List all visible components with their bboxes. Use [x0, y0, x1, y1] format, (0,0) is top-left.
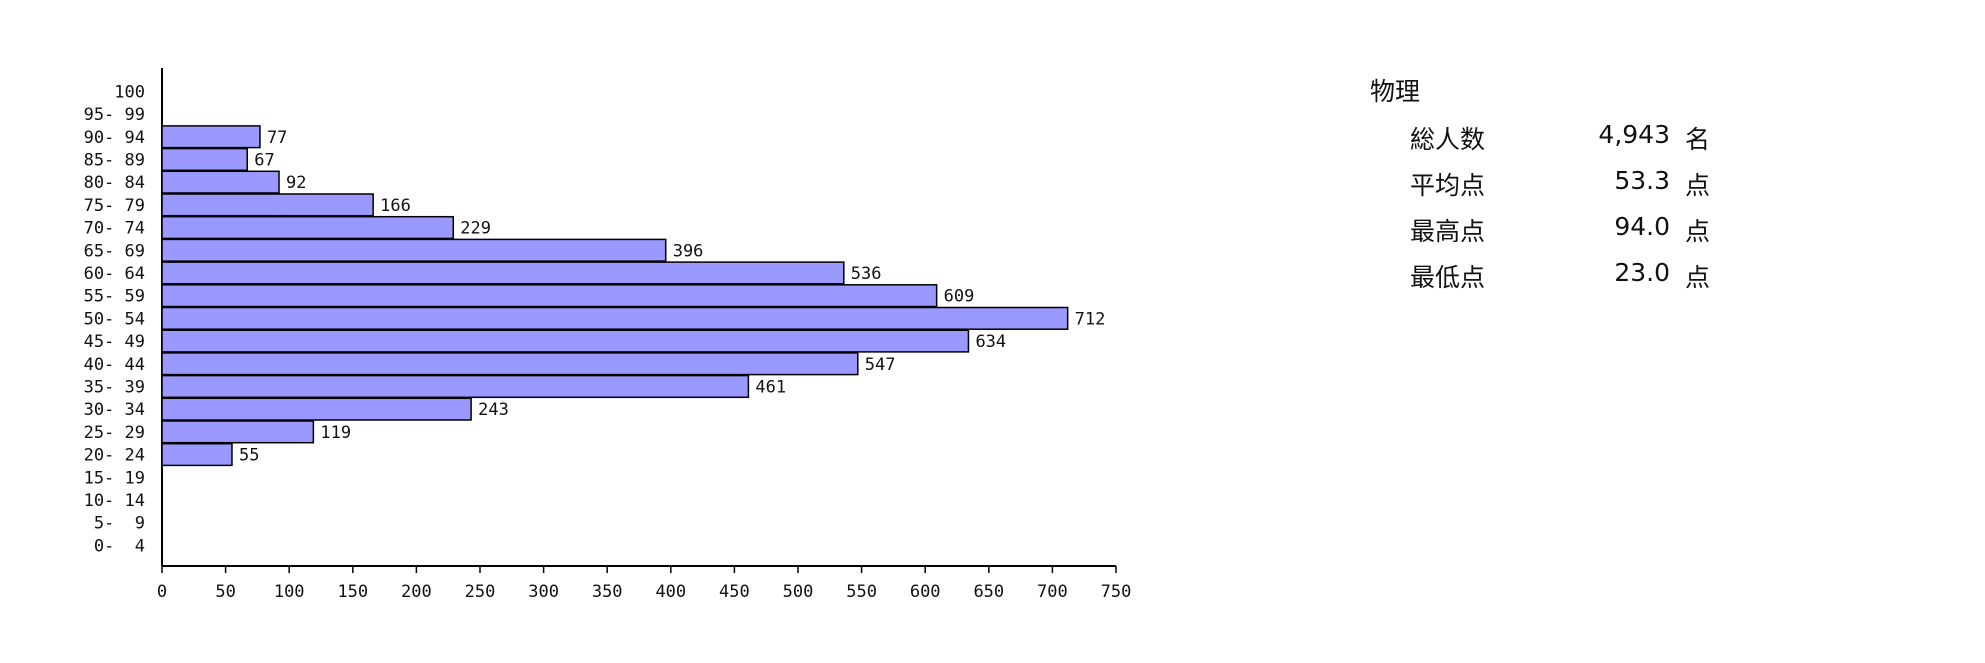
x-tick-label: 150 [337, 582, 368, 602]
y-tick-label: 50- 54 [84, 309, 145, 329]
data-label: 712 [1075, 309, 1106, 329]
data-label: 119 [320, 423, 351, 443]
y-tick-label: 0- 4 [94, 536, 145, 556]
y-tick-label: 10- 14 [84, 491, 145, 511]
y-tick-label: 90- 94 [84, 128, 145, 148]
bar [161, 238, 667, 262]
bar [161, 420, 315, 444]
x-tick-label: 750 [1101, 582, 1132, 602]
data-label: 77 [267, 128, 287, 148]
y-tick-label: 80- 84 [84, 173, 145, 193]
y-tick-label: 60- 64 [84, 264, 145, 284]
y-tick-label: 85- 89 [84, 150, 145, 170]
x-tick-label: 350 [592, 582, 623, 602]
x-tick-label: 650 [973, 582, 1004, 602]
data-label: 243 [478, 400, 509, 420]
data-label: 92 [286, 173, 306, 193]
bar [161, 329, 970, 353]
x-tick-label: 250 [465, 582, 496, 602]
stats-unit: 名 [1684, 125, 1710, 154]
x-tick-label: 500 [783, 582, 814, 602]
stats-row-total: 総人数 4,943 名 [1370, 120, 1710, 166]
data-label: 634 [975, 332, 1006, 352]
stats-row-average: 平均点 53.3 点 [1370, 166, 1710, 212]
x-tick-label: 400 [655, 582, 686, 602]
y-tick-label: 70- 74 [84, 219, 145, 239]
y-tick-label: 75- 79 [84, 196, 145, 216]
bar [161, 215, 455, 240]
x-tick-label: 550 [846, 582, 877, 602]
y-tick-label: 25- 29 [84, 423, 145, 443]
bar [161, 352, 859, 376]
stats-value: 23.0 [1614, 258, 1670, 287]
stats-label: 最低点 [1410, 263, 1486, 292]
y-tick-label: 40- 44 [84, 355, 145, 375]
bar [161, 170, 280, 194]
data-label: 461 [755, 377, 786, 397]
stats-unit: 点 [1684, 263, 1710, 292]
y-tick-label: 15- 19 [84, 468, 145, 488]
subject-title: 物理 [1370, 77, 1421, 106]
stats-unit: 点 [1684, 217, 1710, 246]
histogram-chart: 0 50 100 150 200 250 300 350 400 450 500 550 600 650 7… [84, 68, 1132, 602]
data-label: 547 [865, 355, 896, 375]
stats-row-max: 最高点 94.0 点 [1370, 212, 1710, 258]
stats-value: 53.3 [1614, 166, 1670, 195]
data-label: 609 [944, 287, 975, 307]
y-tick-label: 55- 59 [84, 287, 145, 307]
y-tick-label: 35- 39 [84, 377, 145, 397]
stats-panel: 物理 総人数 4,943 名 平均点 53.3 点 最高点 94.0 点 最低点… [1370, 72, 1710, 304]
data-label: 55 [239, 446, 259, 466]
y-tick-label: 65- 69 [84, 241, 145, 261]
bar [161, 261, 845, 285]
bar [161, 442, 233, 467]
data-label: 536 [851, 264, 882, 284]
x-tick-label: 0 [157, 582, 167, 602]
data-label: 166 [380, 196, 411, 216]
stats-row-min: 最低点 23.0 点 [1370, 258, 1710, 304]
stats-unit: 点 [1684, 171, 1710, 200]
x-tick-label: 100 [274, 582, 305, 602]
stats-label: 平均点 [1410, 171, 1486, 200]
bar [161, 284, 938, 308]
y-tick-label: 45- 49 [84, 332, 145, 352]
bar [161, 374, 750, 399]
stats-label: 総人数 [1410, 125, 1486, 154]
data-label: 67 [254, 150, 274, 170]
bar [161, 193, 374, 217]
y-tick-label: 20- 24 [84, 446, 145, 466]
data-label: 396 [673, 241, 704, 261]
stats-value: 94.0 [1614, 212, 1670, 241]
x-tick-label: 600 [910, 582, 941, 602]
bar [161, 147, 248, 172]
y-tick-label: 5- 9 [94, 514, 145, 534]
bar [161, 397, 472, 421]
x-tick-label: 200 [401, 582, 432, 602]
bar [161, 125, 261, 149]
stats-label: 最高点 [1410, 217, 1486, 246]
x-tick-label: 300 [528, 582, 559, 602]
stats-value: 4,943 [1598, 120, 1670, 149]
x-tick-label: 50 [215, 582, 235, 602]
x-tick-label: 700 [1037, 582, 1068, 602]
data-label: 229 [460, 219, 491, 239]
y-tick-label: 30- 34 [84, 400, 145, 420]
y-tick-label: 95- 99 [84, 105, 145, 125]
y-tick-label: 100 [114, 82, 145, 102]
bar [161, 306, 1069, 330]
x-tick-label: 450 [719, 582, 750, 602]
